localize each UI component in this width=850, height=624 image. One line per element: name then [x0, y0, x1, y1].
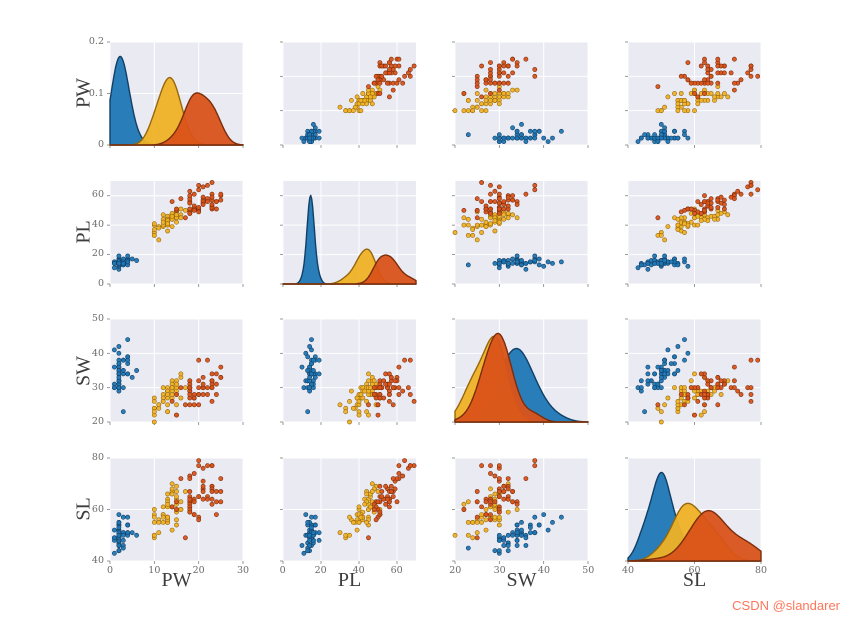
- scatter-series-blue: [466, 253, 565, 272]
- scatter-series-yellow: [452, 206, 520, 242]
- subplot-SL-PW: [107, 457, 244, 564]
- x-tick-label: 30: [236, 565, 250, 576]
- scatter-series-blue: [299, 122, 322, 144]
- scatter-series-red: [365, 56, 417, 100]
- x-tick-label: 60: [390, 565, 403, 576]
- scatter-series-red: [461, 179, 538, 220]
- x-tick-label: 50: [582, 565, 595, 576]
- x-tick-label: 10: [148, 565, 161, 576]
- subplot-SL-SW: [452, 457, 589, 564]
- scatter-series-yellow: [151, 206, 193, 242]
- subplot-PW-SW: [452, 41, 589, 148]
- x-tick-label: 20: [314, 565, 327, 576]
- subplot-SL-PL: [279, 457, 417, 564]
- y-tick-label: 60: [91, 503, 104, 515]
- scatter-series-red: [655, 179, 761, 220]
- y-axis-label-pl: PL: [72, 220, 95, 244]
- plot-background: [455, 180, 589, 284]
- y-tick-label: 40: [91, 218, 104, 230]
- x-axis-label-sw: SW: [506, 569, 537, 591]
- x-tick-label: 20: [449, 565, 462, 576]
- subplot-SW-SL: [625, 318, 762, 426]
- x-tick-label: 40: [537, 565, 550, 576]
- scatter-series-yellow: [655, 206, 731, 242]
- scatter-series-blue: [635, 337, 691, 415]
- x-axis-label-pw: PW: [161, 569, 192, 591]
- scatter-series-yellow: [337, 481, 382, 541]
- x-tick-label: 40: [621, 565, 635, 576]
- y-tick-label: 0: [97, 277, 104, 289]
- x-tick-label: 40: [352, 565, 365, 576]
- subplot-SW-PL: [279, 318, 417, 426]
- watermark: CSDN @slandarer: [732, 598, 840, 613]
- scatter-series-red: [169, 458, 224, 541]
- y-tick-label: 20: [91, 416, 104, 428]
- y-tick-label: 0: [97, 139, 104, 150]
- x-tick-label: 30: [493, 565, 506, 576]
- scatter-series-blue: [112, 512, 139, 556]
- y-tick-label: 40: [91, 555, 104, 566]
- x-tick-label: 0: [279, 565, 286, 576]
- subplot-PW-PW: [107, 41, 244, 148]
- y-tick-label: 50: [91, 313, 104, 325]
- kde-curve-series-red: [281, 254, 417, 285]
- scatter-series-blue: [466, 122, 565, 144]
- scatter-series-blue: [299, 337, 322, 415]
- scatter-series-blue: [466, 512, 565, 556]
- y-tick-label: 80: [91, 452, 104, 463]
- x-tick-label: 80: [754, 565, 768, 576]
- scatter-series-red: [365, 358, 417, 418]
- y-axis-label-pw: PW: [72, 78, 95, 108]
- y-tick-label: 60: [91, 189, 104, 201]
- x-tick-label: 20: [192, 565, 205, 576]
- scatter-series-blue: [112, 253, 139, 272]
- x-tick-label: 60: [688, 565, 701, 576]
- subplot-PL-PW: [107, 179, 244, 287]
- scatter-series-red: [169, 358, 224, 418]
- kde-curve-series-red: [627, 509, 762, 562]
- y-tick-label: 40: [91, 347, 104, 359]
- subplot-PW-PL: [279, 41, 417, 148]
- y-tick-label: 0.1: [88, 87, 104, 99]
- subplot-PW-SL: [625, 41, 762, 148]
- subplot-PL-PL: [279, 180, 417, 287]
- subplot-PL-SW: [452, 179, 589, 287]
- y-axis-label-sw: SW: [72, 356, 95, 386]
- scatter-series-red: [655, 358, 761, 418]
- y-axis-label-sl: SL: [72, 497, 95, 521]
- x-axis-label-sl: SL: [682, 569, 707, 591]
- scatter-series-blue: [635, 253, 691, 272]
- scatter-series-red: [461, 56, 538, 100]
- y-tick-label: 0.2: [88, 36, 104, 47]
- scatter-series-red: [461, 458, 538, 541]
- scatter-series-blue: [112, 337, 139, 415]
- subplot-SW-SW: [452, 318, 589, 426]
- plot-background: [282, 319, 416, 423]
- scatter-series-red: [169, 179, 224, 220]
- subplot-SW-PW: [107, 318, 244, 426]
- scatter-series-red: [655, 56, 761, 100]
- scatter-series-blue: [635, 122, 691, 144]
- scatter-series-red: [365, 458, 417, 541]
- x-axis-label-pl: PL: [337, 569, 362, 591]
- y-tick-label: 30: [91, 381, 104, 393]
- subplot-SL-SL: [625, 457, 762, 564]
- y-tick-label: 20: [91, 248, 104, 260]
- x-tick-label: 0: [106, 565, 114, 576]
- subplot-PL-SL: [625, 179, 762, 287]
- kde-curve-series-red: [454, 332, 589, 423]
- scatter-series-blue: [299, 512, 322, 556]
- plot-background: [282, 42, 416, 145]
- kde-curve-series-red: [109, 92, 244, 146]
